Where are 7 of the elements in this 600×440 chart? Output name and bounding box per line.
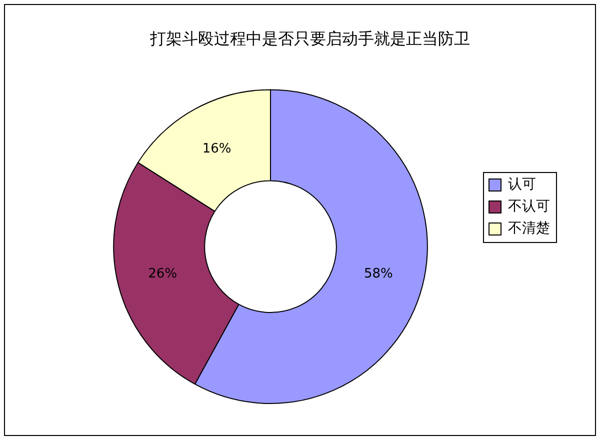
data-label: 26% [148, 266, 178, 282]
legend-label: 不清楚 [508, 220, 550, 237]
legend-label: 认可 [508, 176, 536, 193]
data-label: 16% [202, 141, 232, 156]
data-label: 58% [364, 266, 393, 282]
chart-title: 打架斗殴过程中是否只要启动手就是正当防卫 [149, 28, 470, 48]
legend-label: 不认可 [508, 198, 550, 215]
